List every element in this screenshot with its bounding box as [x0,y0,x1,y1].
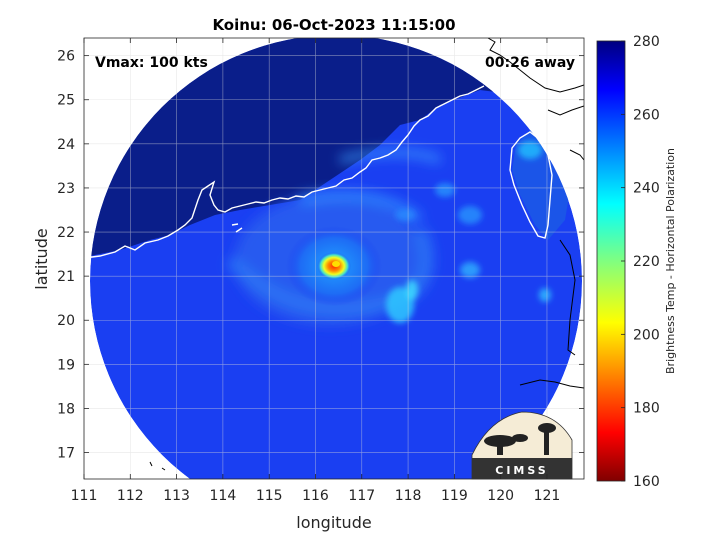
time-away-label: 00:26 away [485,55,575,71]
x-tick-label: 116 [302,488,329,504]
microwave-swath [90,38,582,479]
x-tick-label: 118 [395,488,422,504]
storm-eye [332,261,340,267]
x-tick-label: 121 [534,488,561,504]
colorbar-tick-label: 160 [633,474,660,490]
x-tick-label: 115 [256,488,283,504]
cimss-logo: CIMSS [471,411,573,480]
x-tick-label: 114 [210,488,237,504]
y-tick-label: 18 [57,401,75,417]
colorbar: 160 180 200 220 240 260 280 Brightness Temp - … [596,34,677,490]
colorbar-tick-label: 240 [633,181,660,197]
x-tick-label: 113 [163,488,190,504]
x-tick-label: 111 [71,488,98,504]
x-tick-label: 120 [487,488,514,504]
vmax-label: Vmax: 100 kts [95,55,208,71]
cimss-logo-text: CIMSS [495,464,548,477]
x-tick-label: 117 [348,488,375,504]
y-tick-label: 17 [57,446,75,462]
colorbar-label: Brightness Temp - Horizontal Polarizatio… [664,148,677,374]
x-axis-label: longitude [296,513,371,532]
y-axis-label: latitude [32,228,51,289]
y-tick-label: 22 [57,225,75,241]
y-tick-label: 24 [57,137,75,153]
coastline-outside [149,38,584,471]
y-axis: 17 18 19 20 21 22 23 24 25 26 [57,49,584,462]
y-tick-label: 20 [57,313,75,329]
colorbar-tick-label: 260 [633,107,660,123]
x-axis: 111 112 113 114 115 116 117 118 119 120 121 [71,38,561,504]
y-tick-label: 25 [57,93,75,109]
x-tick-label: 119 [441,488,468,504]
colorbar-tick-label: 200 [633,327,660,343]
y-tick-label: 26 [57,49,75,65]
map-plot-area [83,37,585,480]
y-tick-label: 21 [57,269,75,285]
colorbar-tick-label: 280 [633,34,660,50]
y-tick-label: 23 [57,181,75,197]
coastline-inside [84,85,553,259]
colorbar-gradient [596,40,626,482]
colorbar-tick-label: 180 [633,401,660,417]
x-tick-label: 112 [117,488,144,504]
colorbar-tick-label: 220 [633,254,660,270]
y-tick-label: 19 [57,357,75,373]
figure-title: Koinu: 06-Oct-2023 11:15:00 [212,16,455,34]
